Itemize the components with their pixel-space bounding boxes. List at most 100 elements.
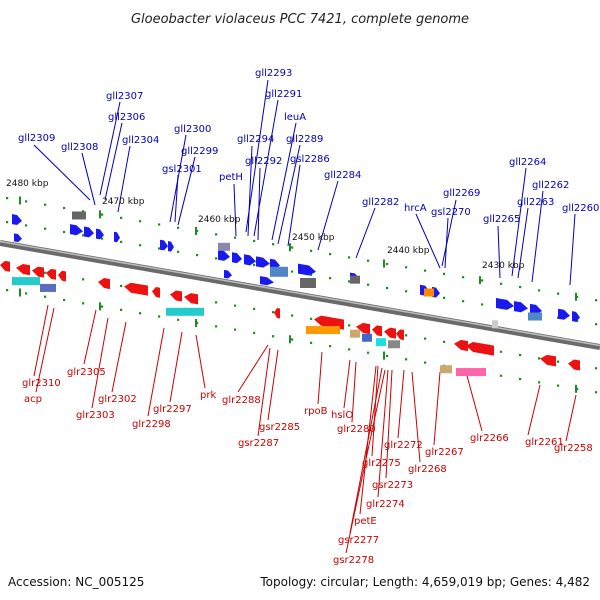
gene-label: rpoB (304, 406, 328, 417)
leader-line (355, 207, 376, 259)
reverse-gene-arrow (98, 278, 110, 290)
track-dot (272, 311, 275, 314)
kbp-tick (195, 226, 197, 235)
leader-line (317, 351, 323, 405)
gene-label: gll2304 (122, 135, 159, 146)
track-dot (443, 296, 446, 299)
gene-label: prk (200, 390, 216, 401)
gene-label: gsl2286 (290, 154, 330, 165)
reverse-gene-arrow (568, 359, 580, 371)
track-dot (557, 360, 560, 363)
gene-label: glr2258 (554, 443, 593, 454)
kbp-tick (195, 318, 197, 327)
forward-gene-arrow (558, 308, 570, 320)
annotation-box (362, 333, 372, 342)
track-dot (82, 278, 85, 281)
track-dot (6, 197, 9, 200)
forward-gene-arrow (260, 276, 274, 286)
track-dot (101, 237, 104, 240)
kbp-tick (575, 384, 577, 393)
gene-label: gll2292 (245, 156, 282, 167)
reverse-gene-arrow (372, 325, 382, 337)
annotation-box (40, 283, 56, 292)
track-dot (139, 220, 142, 223)
reverse-gene-arrow (0, 260, 10, 272)
leader-line (174, 174, 179, 223)
track-dot (405, 334, 408, 337)
leader-line (253, 99, 279, 237)
track-dot (595, 299, 598, 302)
gene-label: gll2294 (237, 134, 274, 145)
leader-line (371, 365, 379, 457)
track-dot (310, 273, 313, 276)
annotation-box (350, 329, 360, 338)
track-dot (481, 279, 484, 282)
gene-label: acp (24, 394, 42, 405)
forward-gene-arrow (256, 256, 270, 268)
track-dot (196, 229, 199, 233)
track-dot (405, 266, 408, 269)
forward-gene-arrow (84, 226, 94, 238)
leader-line (271, 122, 297, 241)
track-dot (424, 269, 427, 272)
track-dot (576, 387, 579, 391)
track-dot (310, 341, 313, 344)
kbp-tick (99, 302, 101, 311)
kbp-label: 2470 kbp (102, 197, 145, 207)
track-dot (234, 328, 237, 331)
track-dot (348, 280, 351, 283)
reverse-gene-arrow (454, 339, 468, 352)
bottom-strand-labels: glr2310 acp glr2305 glr2303 glr2302 glr2… (22, 367, 593, 566)
forward-gene-arrow (70, 224, 83, 236)
gene-label: gll2299 (181, 146, 218, 157)
track-dot (576, 295, 579, 299)
gene-label: petE (354, 516, 377, 527)
leader-line (385, 369, 393, 479)
track-dot (538, 357, 541, 360)
kbp-label: 2460 kbp (198, 215, 241, 225)
track-dot (443, 340, 446, 343)
gene-label: glr2303 (76, 410, 115, 421)
track-dot (367, 351, 370, 354)
track-dot (538, 381, 541, 384)
gene-label: gsr2277 (338, 535, 379, 546)
leader-line (565, 394, 577, 442)
top-strand-labels: gll2309 gll2308 gll2307 gll2306 gll2304 … (18, 68, 599, 225)
leader-line (343, 359, 351, 409)
track-dot (557, 292, 560, 295)
track-dot (595, 367, 598, 370)
track-dot (386, 286, 389, 290)
track-dot (44, 271, 47, 274)
reverse-gene-arrow (152, 287, 160, 298)
leader-line (245, 79, 269, 233)
track-dot (310, 249, 313, 252)
reverse-gene-arrow (184, 293, 198, 305)
leader-line (444, 217, 449, 269)
reverse-gene-arrow (396, 329, 404, 341)
gene-features (0, 211, 580, 377)
track-dot (215, 233, 218, 236)
track-dot (386, 262, 389, 266)
gene-label: leuA (284, 112, 306, 123)
track-dot (82, 234, 85, 237)
track-dot (519, 377, 522, 381)
track-dot (44, 295, 47, 298)
track-dot (215, 257, 218, 260)
track-dot (405, 358, 408, 361)
track-dot (595, 323, 598, 326)
track-dot (63, 230, 66, 234)
track-dot (367, 259, 370, 262)
track-dot (120, 216, 123, 219)
annotation-box (376, 338, 386, 347)
annotation-box (388, 340, 400, 349)
track-dot (272, 243, 275, 246)
forward-gene-arrow (160, 239, 168, 251)
forward-gene-arrow (224, 269, 232, 279)
annotation-box (270, 266, 288, 277)
kbp-tick (19, 196, 21, 205)
kbp-tick (479, 276, 481, 285)
gene-label: glr2298 (132, 419, 171, 430)
annotation-box (492, 320, 498, 329)
forward-gene-arrow (96, 228, 104, 240)
